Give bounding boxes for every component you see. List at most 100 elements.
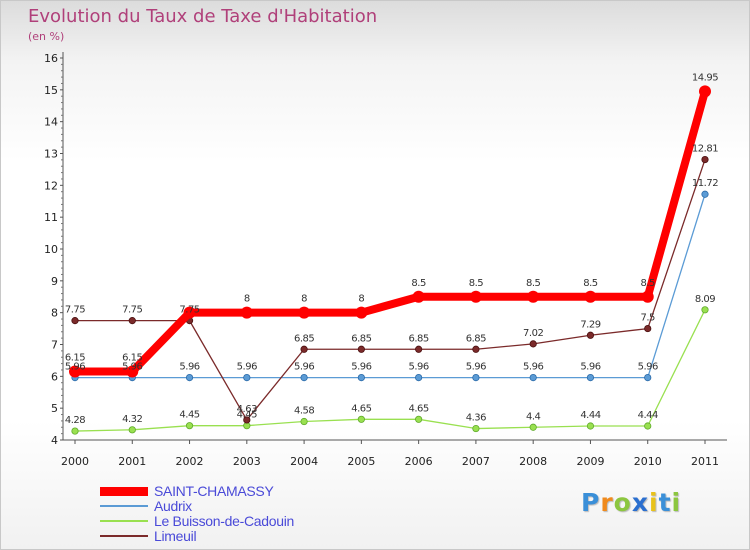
- data-point-limeuil: [701, 155, 709, 164]
- data-point-limeuil: [529, 340, 537, 348]
- data-point-limeuil: [300, 345, 308, 353]
- data-label-saint-chamassy: 14.95: [692, 72, 718, 83]
- logo-letter: i: [649, 488, 659, 517]
- data-label-saint-chamassy: 8: [244, 294, 250, 305]
- series-line-limeuil: [74, 158, 706, 421]
- legend-item-le-buisson-de-cadouin: Le Buisson-de-Cadouin: [100, 514, 400, 529]
- legend-item-limeuil: Limeuil: [100, 529, 400, 544]
- data-label-audrix: 5.96: [65, 362, 85, 373]
- data-point-limeuil: [415, 345, 423, 353]
- data-point-saint-chamassy: [412, 290, 425, 303]
- data-point-limeuil: [586, 331, 595, 339]
- data-label-limeuil: 12.81: [692, 144, 718, 155]
- data-label-limeuil: 7.75: [179, 305, 199, 316]
- data-label-limeuil: 6.85: [294, 333, 314, 344]
- x-tick-label: 2005: [347, 455, 375, 468]
- data-label-saint-chamassy: 8: [358, 294, 364, 305]
- data-label-audrix: 5.96: [237, 362, 257, 373]
- y-tick-label: 6: [51, 370, 58, 383]
- data-point-saint-chamassy: [584, 290, 597, 303]
- logo-letter: P: [581, 488, 601, 517]
- x-tick-label: 2002: [176, 455, 204, 468]
- data-label-le-buisson-de-cadouin: 4.32: [122, 414, 142, 425]
- x-tick-label: 2000: [61, 455, 89, 468]
- x-tick-label: 2001: [118, 455, 146, 468]
- data-point-le-buisson-de-cadouin: [185, 422, 194, 430]
- data-label-limeuil: 6.85: [466, 333, 486, 344]
- data-label-le-buisson-de-cadouin: 4.45: [237, 410, 257, 421]
- data-point-saint-chamassy: [699, 85, 711, 98]
- data-label-limeuil: 7.5: [641, 313, 656, 324]
- y-tick-label: 15: [44, 84, 58, 97]
- proxiti-logo: Proxiti: [581, 488, 681, 517]
- data-point-audrix: [357, 374, 365, 382]
- data-point-saint-chamassy: [126, 365, 139, 378]
- data-label-limeuil: 6.85: [409, 333, 429, 344]
- data-label-le-buisson-de-cadouin: 8.09: [695, 294, 715, 305]
- y-tick-label: 13: [44, 148, 58, 161]
- data-label-le-buisson-de-cadouin: 4.65: [351, 403, 371, 414]
- data-point-le-buisson-de-cadouin: [644, 422, 652, 430]
- data-label-audrix: 5.96: [294, 362, 314, 373]
- data-point-audrix: [300, 374, 308, 382]
- data-point-saint-chamassy: [355, 306, 368, 319]
- x-tick-label: 2008: [519, 455, 547, 468]
- y-tick-label: 4: [51, 434, 58, 447]
- data-label-saint-chamassy: 8: [301, 294, 307, 305]
- data-label-saint-chamassy: 6.15: [122, 353, 142, 364]
- data-label-le-buisson-de-cadouin: 4.45: [179, 410, 199, 421]
- data-point-limeuil: [243, 416, 251, 424]
- y-tick-label: 11: [44, 211, 58, 224]
- data-label-audrix: 5.96: [638, 362, 658, 373]
- data-label-saint-chamassy: 6.15: [65, 353, 85, 364]
- data-point-le-buisson-de-cadouin: [529, 423, 537, 431]
- data-label-saint-chamassy: 8.5: [526, 278, 541, 289]
- logo-letter: r: [600, 488, 614, 517]
- y-tick-label: 5: [51, 402, 58, 415]
- x-tick-label: 2006: [405, 455, 433, 468]
- data-point-saint-chamassy: [69, 365, 81, 378]
- data-label-audrix: 5.96: [466, 362, 486, 373]
- data-point-le-buisson-de-cadouin: [357, 415, 365, 423]
- data-label-le-buisson-de-cadouin: 4.28: [65, 415, 85, 426]
- legend-swatch-audrix: [100, 505, 148, 507]
- series-line-audrix: [74, 193, 706, 379]
- legend-swatch-saint-chamassy: [100, 487, 148, 496]
- y-tick-label: 14: [44, 116, 58, 129]
- data-label-limeuil: 4.63: [237, 404, 257, 415]
- y-tick-label: 8: [51, 307, 58, 320]
- x-tick-label: 2007: [462, 455, 490, 468]
- data-point-le-buisson-de-cadouin: [415, 415, 423, 423]
- data-label-audrix: 5.96: [580, 362, 600, 373]
- data-label-limeuil: 7.02: [523, 328, 543, 339]
- data-label-limeuil: 7.75: [122, 305, 142, 316]
- x-tick-label: 2011: [691, 455, 719, 468]
- legend-item-saint-chamassy: SAINT-CHAMASSY: [100, 484, 400, 499]
- data-point-saint-chamassy: [469, 290, 482, 303]
- data-point-le-buisson-de-cadouin: [701, 306, 709, 314]
- legend-label-limeuil: Limeuil: [154, 528, 197, 544]
- y-tick-label: 10: [44, 243, 58, 256]
- data-point-le-buisson-de-cadouin: [71, 427, 79, 435]
- data-point-saint-chamassy: [527, 290, 540, 303]
- data-label-limeuil: 7.29: [580, 319, 600, 330]
- data-point-limeuil: [71, 317, 79, 325]
- y-tick-label: 16: [44, 52, 58, 65]
- series-line-saint-chamassy: [71, 87, 709, 376]
- data-point-le-buisson-de-cadouin: [472, 424, 480, 433]
- legend-label-saint-chamassy: SAINT-CHAMASSY: [154, 483, 274, 499]
- data-point-audrix: [472, 374, 480, 382]
- data-point-le-buisson-de-cadouin: [128, 426, 136, 434]
- data-point-saint-chamassy: [183, 306, 196, 319]
- data-label-le-buisson-de-cadouin: 4.44: [580, 410, 600, 421]
- data-label-audrix: 5.96: [523, 362, 543, 373]
- logo-letter: o: [613, 488, 632, 517]
- data-label-audrix: 5.96: [122, 362, 142, 373]
- data-label-le-buisson-de-cadouin: 4.36: [466, 413, 486, 424]
- logo-letter: i: [671, 488, 682, 517]
- data-label-audrix: 5.96: [409, 362, 429, 373]
- data-point-audrix: [415, 374, 423, 382]
- legend-item-audrix: Audrix: [100, 499, 400, 514]
- y-tick-label: 12: [44, 179, 58, 192]
